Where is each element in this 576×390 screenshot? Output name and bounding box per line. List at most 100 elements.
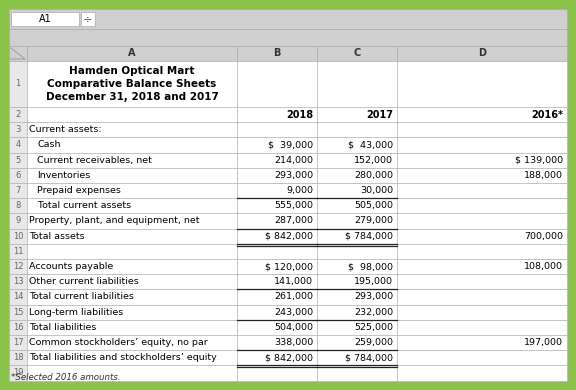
Text: December 31, 2018 and 2017: December 31, 2018 and 2017: [46, 92, 218, 103]
Text: D: D: [478, 48, 486, 58]
Bar: [397, 198, 567, 213]
Bar: [397, 107, 567, 122]
Bar: [317, 168, 397, 183]
Text: 30,000: 30,000: [360, 186, 393, 195]
Bar: [27, 107, 237, 122]
Bar: [237, 61, 317, 107]
Bar: [317, 335, 397, 350]
Bar: [397, 183, 567, 198]
Bar: [9, 198, 27, 213]
Text: 12: 12: [13, 262, 23, 271]
Bar: [9, 229, 27, 244]
Bar: [27, 289, 237, 305]
Bar: [27, 305, 237, 320]
Bar: [397, 335, 567, 350]
Text: 287,000: 287,000: [274, 216, 313, 225]
Bar: [237, 183, 317, 198]
Bar: [397, 168, 567, 183]
Text: 214,000: 214,000: [274, 156, 313, 165]
Bar: [27, 183, 237, 198]
Text: $ 784,000: $ 784,000: [345, 353, 393, 362]
Bar: [237, 213, 317, 229]
Bar: [27, 61, 237, 107]
Text: Total current assets: Total current assets: [29, 201, 131, 210]
Text: Common stockholders’ equity, no par: Common stockholders’ equity, no par: [29, 338, 208, 347]
Text: 1: 1: [16, 80, 21, 89]
Text: 338,000: 338,000: [274, 338, 313, 347]
Bar: [9, 9, 567, 29]
Bar: [9, 244, 27, 259]
Bar: [397, 122, 567, 137]
Text: 259,000: 259,000: [354, 338, 393, 347]
Text: 555,000: 555,000: [274, 201, 313, 210]
Text: 261,000: 261,000: [274, 292, 313, 301]
Text: 11: 11: [13, 247, 23, 256]
Bar: [237, 289, 317, 305]
Text: 14: 14: [13, 292, 23, 301]
Text: 2: 2: [16, 110, 21, 119]
Text: 2018: 2018: [286, 110, 313, 120]
Bar: [9, 305, 27, 320]
Bar: [237, 198, 317, 213]
Text: 3: 3: [16, 125, 21, 134]
Text: $ 784,000: $ 784,000: [345, 232, 393, 241]
Bar: [397, 46, 567, 61]
Text: Current assets:: Current assets:: [29, 125, 101, 134]
Text: $  39,000: $ 39,000: [268, 140, 313, 149]
Bar: [237, 137, 317, 152]
Text: Total liabilities and stockholders’ equity: Total liabilities and stockholders’ equi…: [29, 353, 217, 362]
Text: $  43,000: $ 43,000: [348, 140, 393, 149]
Text: $ 842,000: $ 842,000: [265, 232, 313, 241]
Bar: [397, 305, 567, 320]
Text: 15: 15: [13, 308, 23, 317]
Bar: [27, 229, 237, 244]
Text: 232,000: 232,000: [354, 308, 393, 317]
Bar: [237, 46, 317, 61]
Bar: [317, 259, 397, 274]
Text: 2016*: 2016*: [531, 110, 563, 120]
Text: 16: 16: [13, 323, 23, 332]
Text: Total current liabilities: Total current liabilities: [29, 292, 134, 301]
Text: Current receivables, net: Current receivables, net: [37, 156, 152, 165]
Text: 18: 18: [13, 353, 23, 362]
Bar: [317, 350, 397, 365]
Bar: [317, 289, 397, 305]
Bar: [27, 350, 237, 365]
Bar: [397, 213, 567, 229]
Bar: [9, 137, 27, 152]
Text: A1: A1: [39, 14, 51, 24]
Bar: [317, 274, 397, 289]
Bar: [27, 168, 237, 183]
Text: Accounts payable: Accounts payable: [29, 262, 113, 271]
Bar: [237, 335, 317, 350]
Bar: [9, 152, 27, 168]
Text: Prepaid expenses: Prepaid expenses: [37, 186, 121, 195]
Bar: [9, 29, 567, 46]
Bar: [237, 107, 317, 122]
Text: 9: 9: [16, 216, 21, 225]
Text: 17: 17: [13, 338, 23, 347]
Text: 504,000: 504,000: [274, 323, 313, 332]
Text: 6: 6: [16, 171, 21, 180]
Bar: [397, 350, 567, 365]
Bar: [27, 274, 237, 289]
Text: B: B: [274, 48, 281, 58]
Bar: [397, 229, 567, 244]
Bar: [27, 137, 237, 152]
Bar: [237, 350, 317, 365]
Bar: [397, 320, 567, 335]
Text: ÷: ÷: [84, 14, 93, 24]
Text: Property, plant, and equipment, net: Property, plant, and equipment, net: [29, 216, 199, 225]
Bar: [397, 61, 567, 107]
Bar: [9, 213, 27, 229]
Bar: [27, 213, 237, 229]
Bar: [317, 365, 397, 381]
Text: 19: 19: [13, 369, 23, 378]
Text: Total liabilities: Total liabilities: [29, 323, 96, 332]
Bar: [237, 274, 317, 289]
Bar: [27, 320, 237, 335]
Bar: [317, 213, 397, 229]
Bar: [9, 61, 27, 107]
Text: $ 139,000: $ 139,000: [515, 156, 563, 165]
Text: 188,000: 188,000: [524, 171, 563, 180]
